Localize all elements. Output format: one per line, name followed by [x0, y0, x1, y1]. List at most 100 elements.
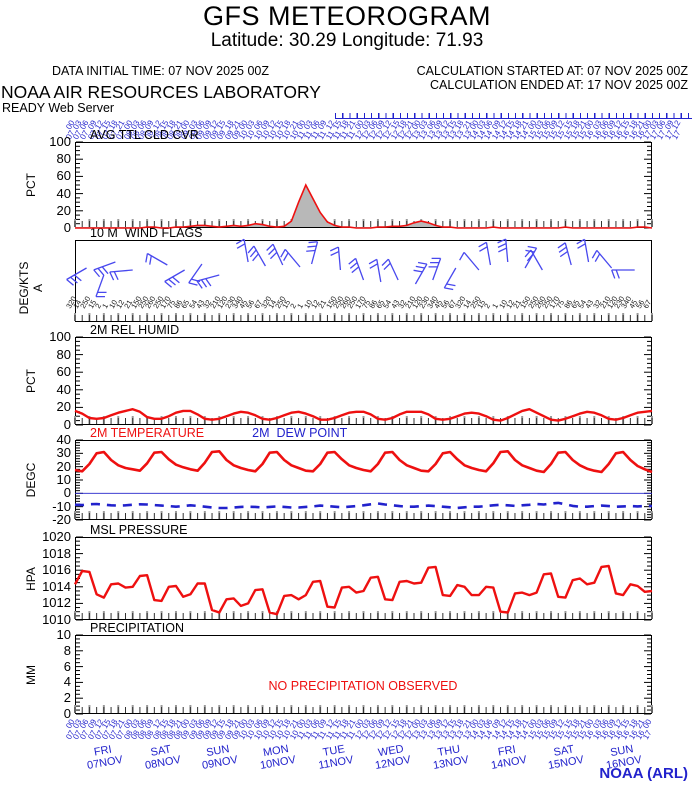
y-tick-label: 0: [63, 220, 71, 235]
day-label: WED 12NOV: [374, 742, 413, 772]
panel-press-svg: [73, 536, 653, 621]
wind-barb: [188, 263, 203, 284]
y-tick-label: 1016: [42, 562, 71, 578]
calc-ended: CALCULATION ENDED AT: 17 NOV 2025 00Z: [430, 78, 688, 92]
wind-barb: [485, 242, 492, 266]
dewpoint-legend-label: 2M DEW POINT: [252, 426, 348, 440]
wind-barb: [147, 252, 168, 266]
wind-barb: [196, 274, 220, 282]
y-axis-unit: DEGC: [24, 462, 38, 498]
wind-barb: [272, 243, 284, 266]
page-title: GFS METEOROGRAM: [202, 1, 491, 31]
wind-flags-panel: 320 14 250 15 2 1 10 12 21 150 250 260 250 170 75 86 65 5…: [64, 238, 654, 322]
y-tick-label: 100: [49, 134, 71, 149]
wind-barb: [337, 247, 342, 271]
day-label: SAT 15NOV: [547, 743, 586, 772]
no-precip-annotation: NO PRECIPITATION OBSERVED: [268, 679, 458, 693]
top-hour-tickline: [335, 113, 692, 119]
y-axis-unit: DEG/KTS A: [17, 261, 45, 315]
wind-barb: [463, 251, 480, 271]
server-name: READY Web Server: [2, 101, 115, 115]
y-tick-label: 0: [63, 417, 71, 432]
wind-barb: [95, 274, 105, 297]
wind-barb: [564, 242, 572, 266]
y-tick-label: 0: [63, 485, 71, 501]
y-tick-label: 20: [56, 202, 71, 218]
wind-barb: [310, 241, 319, 265]
y-tick-label: 100: [49, 329, 71, 344]
day-label: SAT 08NOV: [143, 743, 182, 772]
wind-barb: [109, 269, 133, 273]
org-name: NOAA AIR RESOURCES LABORATORY: [1, 82, 321, 102]
y-tick-label: 80: [56, 346, 71, 362]
pressure-panel-title: MSL PRESSURE: [90, 523, 188, 537]
wind-barb: [583, 239, 590, 263]
y-tick-label: 1018: [42, 545, 71, 561]
cloud-line: [75, 183, 653, 229]
wind-barb: [376, 259, 382, 283]
panel-humid-svg: [74, 336, 653, 426]
wind-barb: [505, 239, 509, 263]
y-tick-label: 40: [56, 381, 71, 397]
y-tick-label: -10: [52, 498, 71, 514]
y-tick-label: 1020: [42, 529, 71, 544]
page-subtitle: Latitude: 30.29 Longitude: 71.93: [210, 30, 484, 51]
wind-barb: [530, 249, 543, 271]
y-tick-label: 40: [56, 432, 71, 447]
wind-barb: [284, 248, 301, 268]
y-tick-label: 60: [56, 168, 71, 184]
temp-panel-legend: 2M TEMPERATURE 2M DEW POINT: [90, 426, 347, 440]
y-axis-unit: PCT: [24, 173, 38, 197]
bottom-date-strip: 07 07 07 07 07 07 07 07 08 08 08 08 08 08 08 08 09 09 09 09…: [64, 728, 654, 741]
wind-barb: [432, 258, 442, 281]
wind-barb: [66, 267, 87, 281]
day-label: FRI 07NOV: [85, 743, 124, 772]
day-label: THU 13NOV: [432, 743, 470, 772]
y-tick-label: 2: [63, 690, 71, 706]
y-tick-label: 0: [63, 706, 71, 721]
panel-cloud-svg: [74, 141, 653, 229]
y-tick-label: 60: [56, 364, 71, 380]
humidity-panel-title: 2M REL HUMID: [90, 323, 180, 337]
y-tick-label: 10: [56, 472, 71, 487]
cloud-panel-title: AVG TTL CLD CVR: [90, 128, 199, 142]
day-label: FRI 14NOV: [489, 743, 528, 772]
precip-panel-title: PRECIPITATION: [90, 621, 184, 635]
panel-wind-svg: [66, 238, 653, 322]
y-axis-unit: PCT: [24, 369, 38, 393]
wind-panel-title: 10 M WIND FLAGS: [90, 226, 203, 240]
series-line: [73, 564, 653, 616]
solid-series-line: [74, 450, 653, 474]
day-label: TUE 11NOV: [317, 743, 354, 772]
y-tick-label: 6: [63, 658, 71, 674]
temperature-panel: [74, 439, 653, 521]
y-tick-label: 40: [56, 185, 71, 201]
y-tick-label: 8: [63, 642, 71, 658]
wind-barb: [387, 258, 399, 281]
wind-barb: [93, 261, 116, 271]
temp-legend-label: 2M TEMPERATURE: [90, 426, 205, 440]
y-tick-label: -20: [52, 512, 71, 527]
wind-barb: [253, 245, 266, 267]
y-tick-label: 1010: [42, 612, 71, 627]
pressure-panel: [73, 536, 653, 621]
y-tick-label: 20: [56, 458, 71, 474]
wind-barb: [164, 269, 185, 283]
precipitation-panel: [74, 634, 653, 715]
wind-barb: [414, 263, 428, 285]
wind-barb: [443, 267, 457, 289]
panel-precip-svg: [74, 634, 653, 715]
wind-barb: [355, 258, 365, 281]
y-tick-label: 1014: [42, 578, 71, 594]
noaa-arl-credit: NOAA (ARL): [599, 765, 688, 782]
wind-direction-row: 320 14 250 15 2 1 10 12 21 150 250 260 250 170 75 86 65 5…: [64, 294, 654, 310]
y-axis-unit: MM: [24, 664, 38, 685]
series-line: [74, 407, 653, 422]
y-tick-label: 10: [56, 627, 71, 642]
y-tick-label: 80: [56, 151, 71, 167]
wind-barb: [524, 247, 538, 269]
y-axis-unit: HPA: [24, 566, 38, 591]
y-tick-label: 1012: [42, 595, 71, 611]
cloud-cover-panel: [74, 141, 653, 229]
